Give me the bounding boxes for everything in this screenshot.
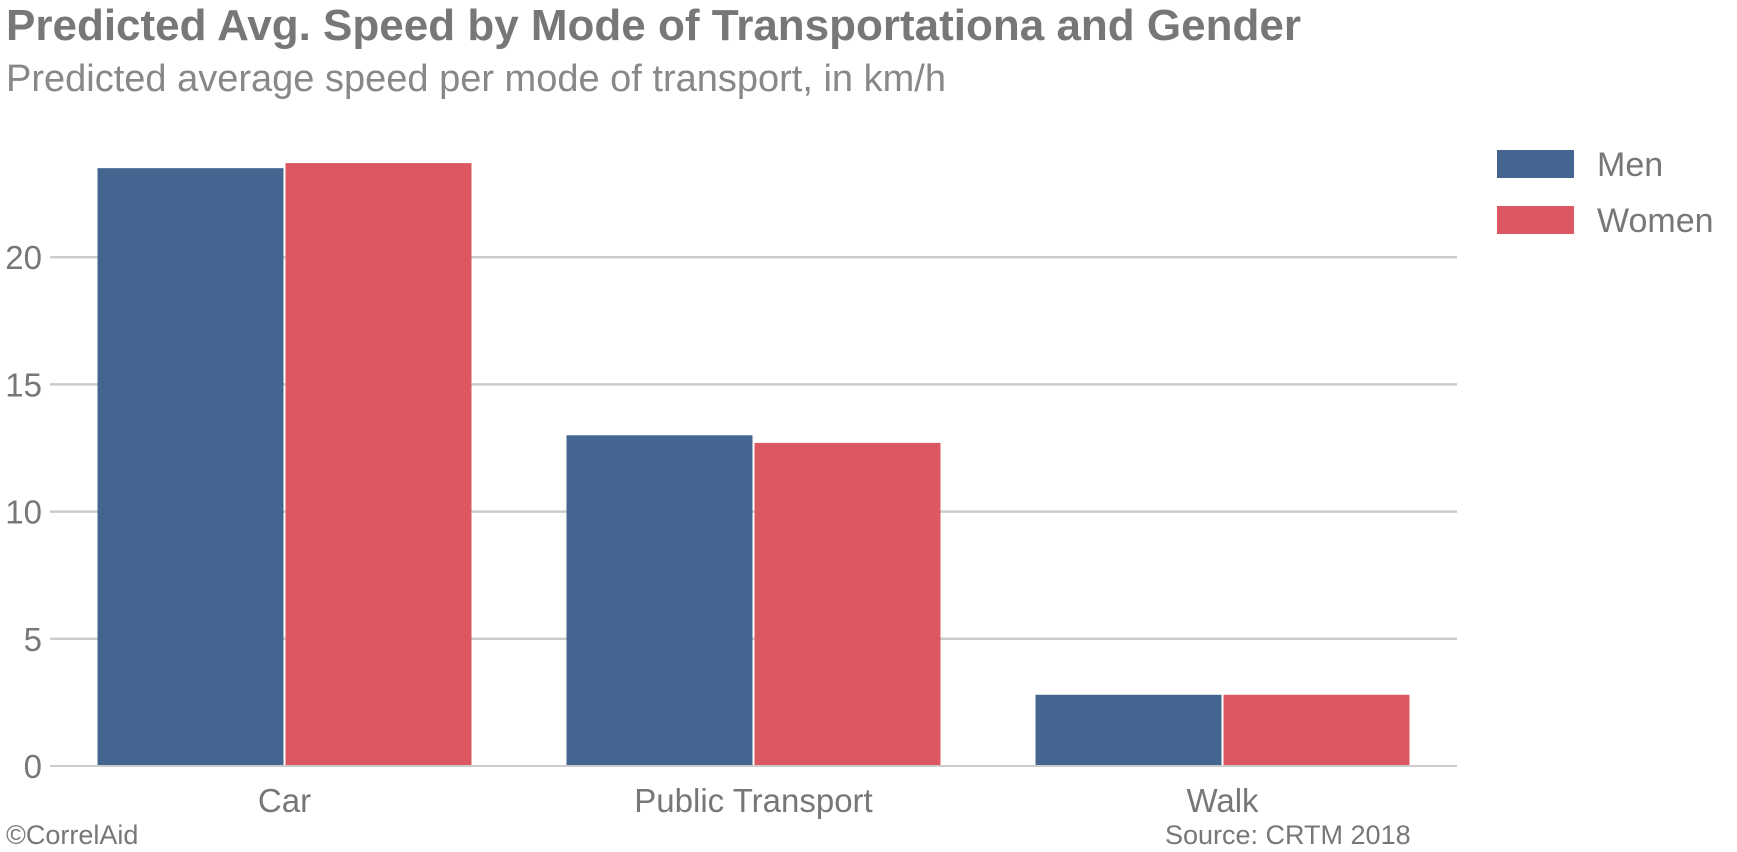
source-caption: Source: CRTM 2018: [1165, 820, 1411, 850]
bar-women-public-transport: [754, 442, 941, 766]
bar-men-car: [97, 168, 284, 766]
legend-swatch-women: [1497, 206, 1574, 234]
legend-label-women: Women: [1597, 202, 1714, 240]
chart-subtitle: Predicted average speed per mode of tran…: [6, 58, 946, 100]
x-tick-label: Car: [258, 782, 311, 819]
bar-women-walk: [1223, 694, 1410, 766]
legend-label-men: Men: [1597, 146, 1663, 184]
x-tick-label: Public Transport: [634, 782, 872, 819]
bar-women-car: [285, 163, 472, 766]
y-tick-label: 20: [5, 239, 42, 276]
legend-swatch-men: [1497, 150, 1574, 178]
bar-men-public-transport: [566, 435, 753, 766]
chart-title: Predicted Avg. Speed by Mode of Transpor…: [6, 1, 1301, 50]
x-tick-label: Walk: [1186, 782, 1259, 819]
credit-caption: ©CorrelAid: [6, 820, 139, 850]
y-tick-label: 15: [5, 366, 42, 403]
y-tick-label: 0: [24, 748, 42, 785]
bar-men-walk: [1035, 694, 1222, 766]
y-tick-label: 10: [5, 494, 42, 531]
y-tick-label: 5: [24, 621, 42, 658]
